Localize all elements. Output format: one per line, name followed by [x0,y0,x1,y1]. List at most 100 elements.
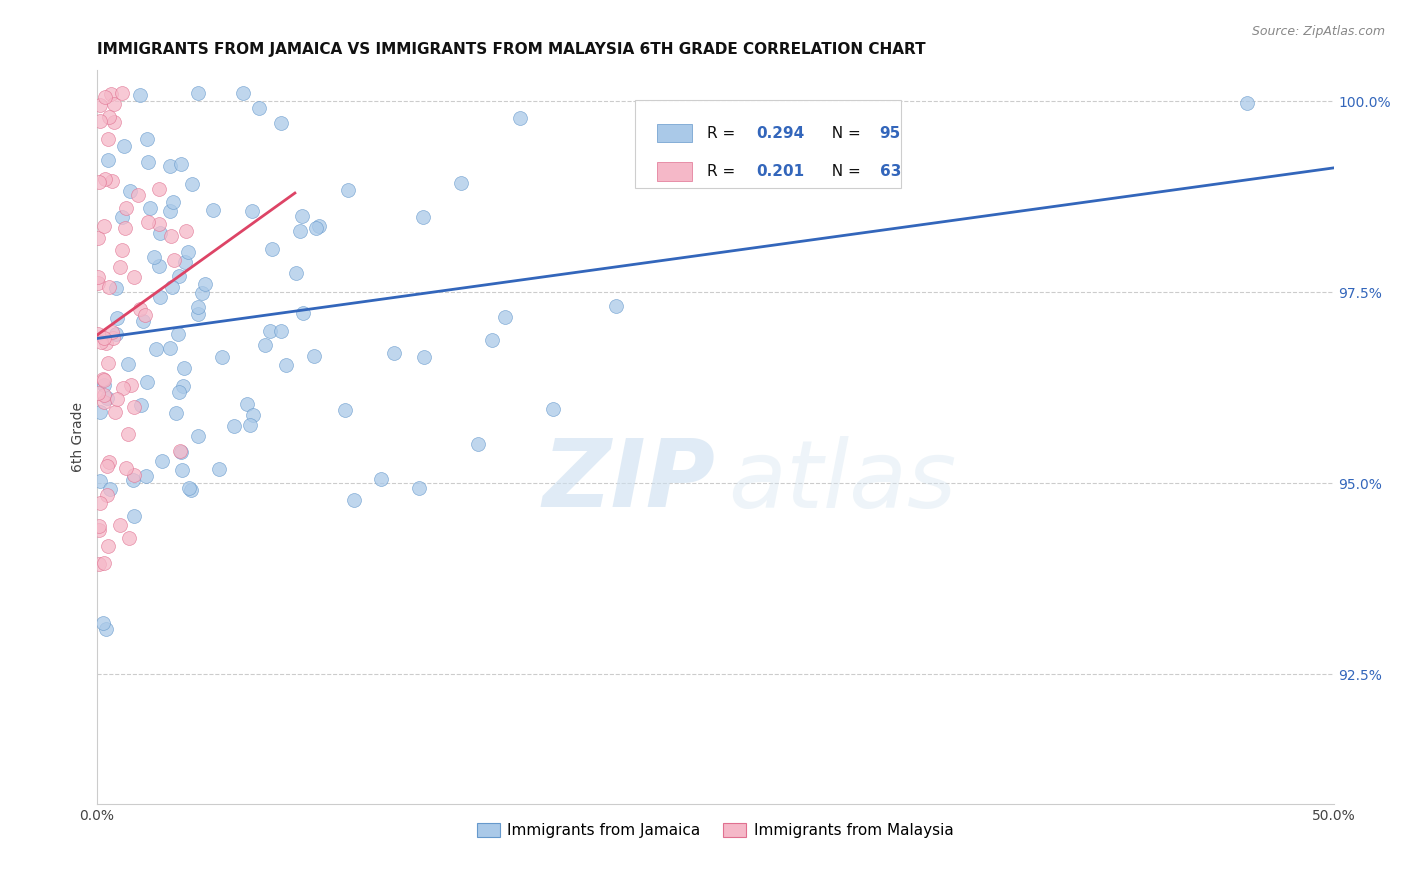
Point [167,384,190,399]
Point [177,481,200,495]
Point [211,350,233,364]
Bar [657,162,692,181]
Point [87,386,110,401]
Point [149,227,172,241]
Point [148,182,170,196]
Point [129,301,152,316]
Point [174,225,197,239]
Point [93,331,115,345]
Point [115,201,138,215]
Point [122,270,145,285]
Point [288,224,311,238]
Point [96,487,118,501]
Point [111,87,134,101]
Text: 63: 63 [880,164,901,179]
Point [121,473,143,487]
Point [259,324,281,338]
Point [110,518,132,533]
Point [172,379,194,393]
Point [120,378,142,392]
Point [89,114,111,128]
Point [122,468,145,483]
Point [160,280,183,294]
Point [159,203,181,218]
Point [97,455,120,469]
Text: atlas: atlas [728,436,956,527]
Point [103,330,125,344]
Point [96,459,118,474]
Point [169,444,191,458]
Point [111,243,134,257]
Point [149,290,172,304]
Point [187,307,209,321]
Point [128,88,150,103]
Point [93,373,115,387]
Point [159,342,181,356]
Point [96,622,118,636]
Point [180,483,202,497]
Point [94,172,117,186]
Point [105,310,128,325]
Point [87,276,110,290]
Point [112,138,135,153]
Point [91,616,114,631]
Point [101,174,124,188]
Text: R =: R = [707,126,740,141]
Point [114,461,136,475]
Point [96,391,118,405]
Point [343,493,366,508]
Point [87,557,110,571]
Point [145,342,167,356]
Text: 95: 95 [880,126,901,141]
Point [108,260,131,274]
Point [148,260,170,274]
Point [194,277,217,291]
Point [247,101,270,115]
Point [169,445,191,459]
Point [1236,95,1258,110]
Point [165,406,187,420]
Point [413,351,436,365]
Point [208,462,231,476]
Point [91,371,114,385]
Point [240,204,263,219]
Point [101,325,124,339]
Point [159,229,181,244]
Point [129,398,152,412]
Point [260,242,283,256]
Point [97,153,120,168]
Point [112,381,135,395]
Text: N =: N = [821,164,865,179]
Point [187,429,209,443]
Point [87,518,110,533]
Point [98,110,121,124]
Point [494,310,516,324]
Point [481,333,503,347]
Point [191,286,214,301]
Point [104,405,127,419]
Point [162,195,184,210]
Point [127,187,149,202]
Point [254,338,277,352]
Point [308,219,330,234]
Point [93,219,115,233]
Point [291,209,314,223]
Point [94,336,117,351]
Point [117,357,139,371]
Point [97,356,120,370]
Point [136,132,159,146]
Point [93,556,115,570]
Point [105,326,128,341]
Point [176,245,198,260]
Point [173,360,195,375]
Point [408,481,430,495]
Point [135,469,157,483]
Point [100,87,122,101]
Point [242,408,264,422]
Legend: Immigrants from Jamaica, Immigrants from Malaysia: Immigrants from Jamaica, Immigrants from… [471,817,960,845]
Point [90,335,112,350]
Point [285,266,308,280]
Point [232,87,254,101]
Point [134,308,156,322]
Point [111,210,134,224]
